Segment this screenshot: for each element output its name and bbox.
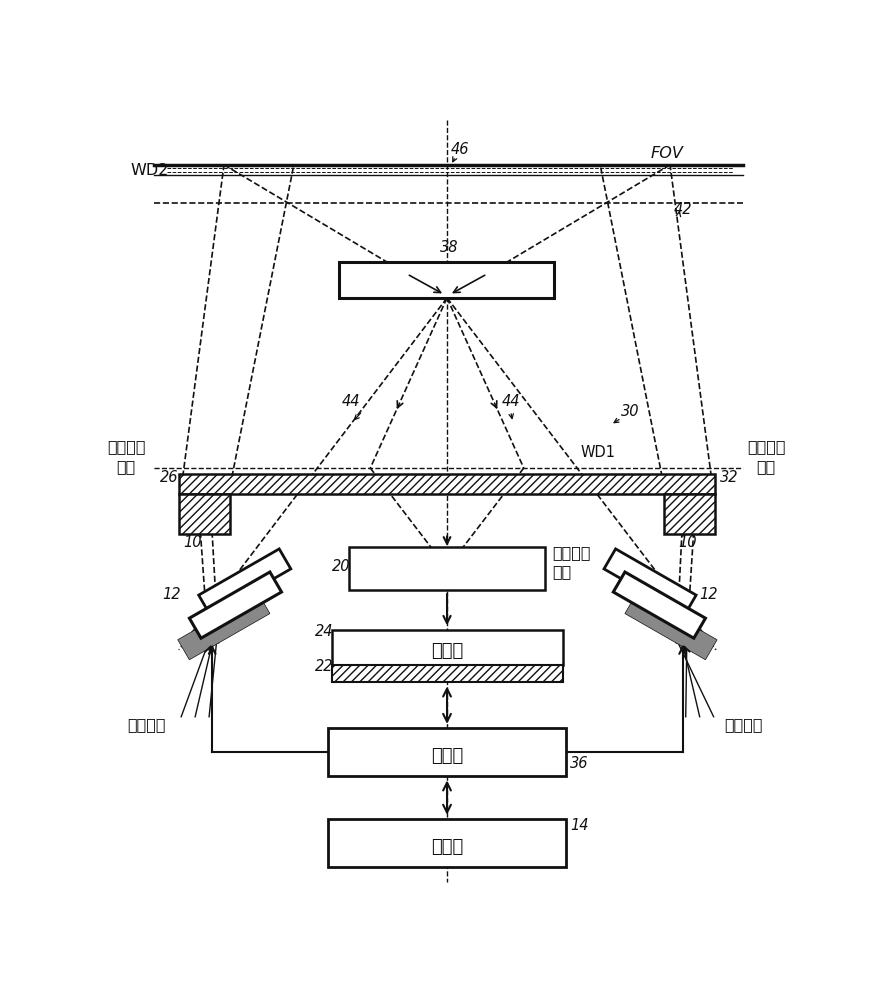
Bar [327,819,567,867]
Bar [179,474,715,494]
Text: 照明光源: 照明光源 [127,717,166,732]
Bar [664,494,715,534]
Text: 10: 10 [183,535,202,550]
Polygon shape [189,572,281,638]
Text: FOV: FOV [650,146,683,161]
Text: 24: 24 [315,624,333,639]
Text: 存储器: 存储器 [431,838,464,856]
Bar [349,547,545,590]
Text: 42: 42 [673,202,691,217]
Bar [339,262,554,298]
Bar [179,494,230,534]
Text: 20: 20 [333,559,351,574]
Text: 46: 46 [450,142,470,157]
Text: 照明透镜
组件: 照明透镜 组件 [747,440,786,474]
Text: 控制器: 控制器 [431,747,464,765]
Polygon shape [178,594,270,660]
Text: 成像透镜
组件: 成像透镜 组件 [553,545,591,579]
Polygon shape [614,572,705,638]
Text: 14: 14 [570,818,588,833]
Text: WD2: WD2 [131,163,169,178]
Text: 36: 36 [570,756,588,771]
Polygon shape [199,549,291,615]
Text: WD1: WD1 [581,445,615,460]
Text: 12: 12 [699,587,718,602]
Text: 12: 12 [162,587,181,602]
Polygon shape [604,549,696,615]
Text: 22: 22 [315,659,333,674]
Bar [333,630,563,665]
Text: 成像器: 成像器 [431,642,464,660]
Text: 照明光源: 照明光源 [724,717,762,732]
Text: 44: 44 [501,394,519,409]
Text: 26: 26 [160,470,178,485]
Polygon shape [625,594,717,660]
Text: 44: 44 [341,394,361,409]
Text: 30: 30 [621,404,639,419]
Text: 32: 32 [720,470,739,485]
Text: 38: 38 [440,240,458,255]
Bar [333,665,563,682]
Bar [327,728,567,776]
Text: 照明透镜
组件: 照明透镜 组件 [107,440,146,474]
Text: 10: 10 [678,535,697,550]
